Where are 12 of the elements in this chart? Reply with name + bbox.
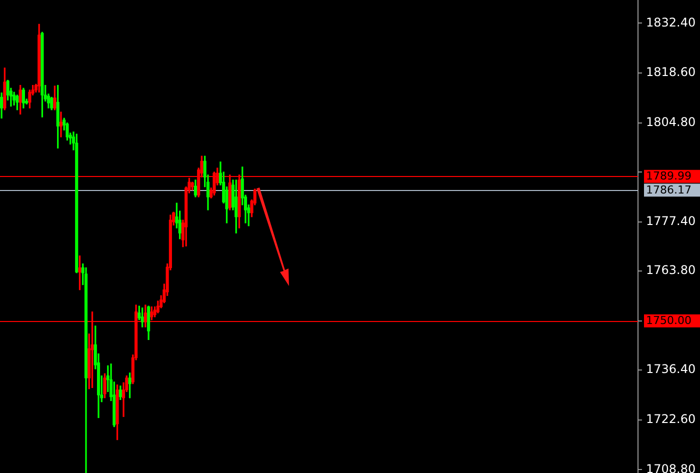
y-tick-label: 1736.40 xyxy=(646,362,696,376)
y-tick-label: 1818.60 xyxy=(646,65,696,80)
y-tick-label: 1777.40 xyxy=(646,214,696,228)
y-tick-label: 1763.80 xyxy=(646,263,696,278)
ref-line-label: 1786.17 xyxy=(646,184,692,197)
ref-line-label: 1789.99 xyxy=(646,170,692,183)
y-tick-label: 1722.60 xyxy=(646,412,696,426)
ref-line-label: 1750.00 xyxy=(646,314,692,328)
y-tick-label: 1832.40 xyxy=(646,15,696,30)
y-tick-label: 1708.80 xyxy=(646,462,696,473)
candlestick xyxy=(59,112,63,138)
y-tick-label: 1804.80 xyxy=(646,114,696,129)
